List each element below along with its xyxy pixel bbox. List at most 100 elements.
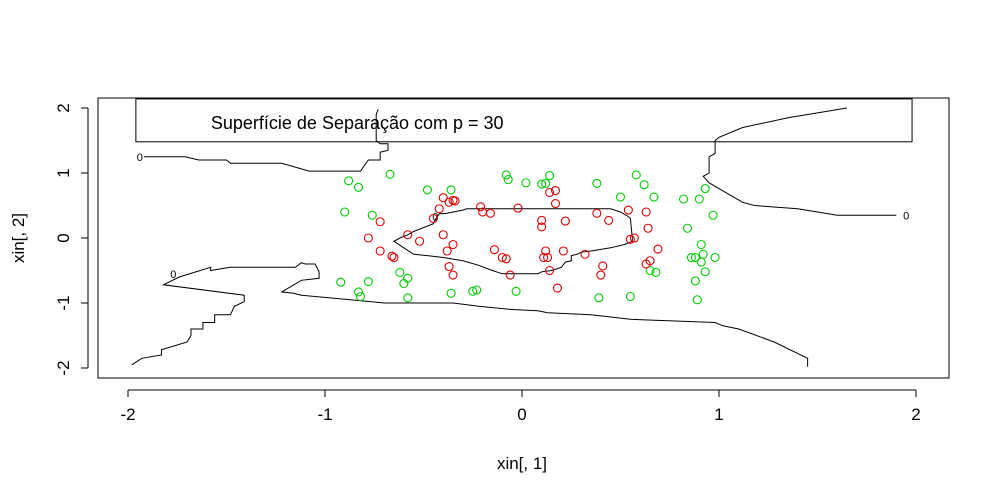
- plot-frame: [97, 97, 950, 379]
- data-point: [537, 215, 547, 225]
- data-point: [592, 178, 602, 188]
- data-point: [545, 187, 555, 198]
- contour-label: 0: [903, 210, 909, 222]
- contour-label: 0: [432, 212, 438, 224]
- data-point: [403, 293, 413, 303]
- data-point: [592, 208, 602, 218]
- data-point: [645, 265, 655, 276]
- data-point: [580, 249, 590, 259]
- data-point: [625, 291, 635, 302]
- data-point: [545, 265, 555, 276]
- data-point: [537, 222, 547, 232]
- data-point: [545, 171, 555, 181]
- contour-line: [392, 208, 633, 275]
- data-point: [485, 208, 496, 218]
- data-point: [649, 192, 659, 202]
- data-point: [340, 207, 350, 217]
- data-point: [497, 252, 507, 263]
- data-point: [543, 252, 553, 263]
- data-point: [367, 210, 377, 220]
- x-axis-label: xin[, 1]: [497, 454, 547, 473]
- data-point: [550, 199, 561, 209]
- data-point: [596, 270, 606, 280]
- data-point: [501, 170, 511, 180]
- data-point: [558, 246, 568, 256]
- data-point: [594, 293, 604, 303]
- data-point: [353, 182, 364, 192]
- data-point: [694, 194, 704, 204]
- x-tick-label: 1: [714, 405, 723, 424]
- data-point: [700, 184, 710, 194]
- data-point: [489, 245, 499, 255]
- axes: -2 -1 0 1 2 -2 -1 0 1 2: [54, 103, 921, 424]
- legend: Superfície de Separação com p = 30: [135, 98, 913, 143]
- data-point: [336, 277, 346, 287]
- data-point: [550, 186, 561, 196]
- data-point: [696, 257, 706, 267]
- data-point: [700, 267, 710, 277]
- data-point: [476, 202, 486, 212]
- contour-line: [702, 107, 897, 216]
- data-point: [450, 196, 460, 206]
- data-point: [615, 192, 626, 202]
- contour-label: 0: [137, 152, 143, 164]
- data-point: [513, 203, 523, 213]
- data-point: [631, 170, 641, 180]
- data-point: [641, 207, 651, 217]
- data-point: [446, 185, 456, 195]
- data-point: [363, 276, 373, 287]
- data-point: [442, 246, 452, 256]
- data-point: [511, 286, 521, 296]
- data-point: [682, 223, 693, 233]
- x-tick-label: 0: [517, 405, 526, 424]
- data-point: [710, 252, 720, 263]
- data-point: [375, 217, 385, 227]
- data-point: [438, 230, 448, 240]
- data-point: [434, 204, 444, 214]
- data-point: [501, 254, 511, 264]
- data-point: [537, 179, 547, 189]
- data-point: [389, 252, 399, 263]
- data-point: [395, 267, 405, 278]
- data-point: [505, 270, 515, 280]
- data-point: [598, 261, 608, 271]
- data-point: [639, 180, 649, 190]
- data-point: [448, 270, 458, 280]
- data-point: [696, 239, 706, 250]
- y-tick-label: 2: [54, 103, 73, 112]
- data-point: [403, 230, 413, 240]
- data-point: [690, 276, 700, 286]
- x-tick-label: -2: [120, 405, 135, 424]
- y-tick-label: 1: [54, 168, 73, 177]
- data-point: [448, 239, 458, 250]
- data-point: [541, 178, 551, 188]
- y-tick-label: -2: [54, 360, 73, 375]
- data-point: [686, 252, 696, 263]
- data-point: [444, 262, 454, 272]
- data-point: [560, 216, 570, 226]
- data-point: [692, 295, 702, 305]
- data-point: [653, 244, 663, 254]
- data-point: [643, 223, 653, 233]
- separation-contours: 0 0 0 0: [131, 107, 909, 367]
- data-point: [541, 246, 551, 256]
- data-point: [387, 251, 397, 261]
- data-point: [678, 194, 689, 204]
- data-point: [604, 215, 614, 225]
- y-tick-label: -1: [54, 295, 73, 310]
- data-point: [468, 286, 478, 296]
- data-point: [552, 283, 563, 293]
- data-point: [353, 287, 364, 297]
- data-point: [641, 259, 651, 269]
- data-point: [385, 169, 395, 179]
- data-point: [363, 233, 373, 243]
- contour-line: [143, 109, 389, 172]
- data-point: [344, 176, 354, 186]
- data-point: [446, 288, 456, 298]
- data-point: [623, 205, 633, 215]
- data-point: [651, 267, 661, 278]
- legend-box: [135, 98, 913, 143]
- data-point: [472, 285, 482, 295]
